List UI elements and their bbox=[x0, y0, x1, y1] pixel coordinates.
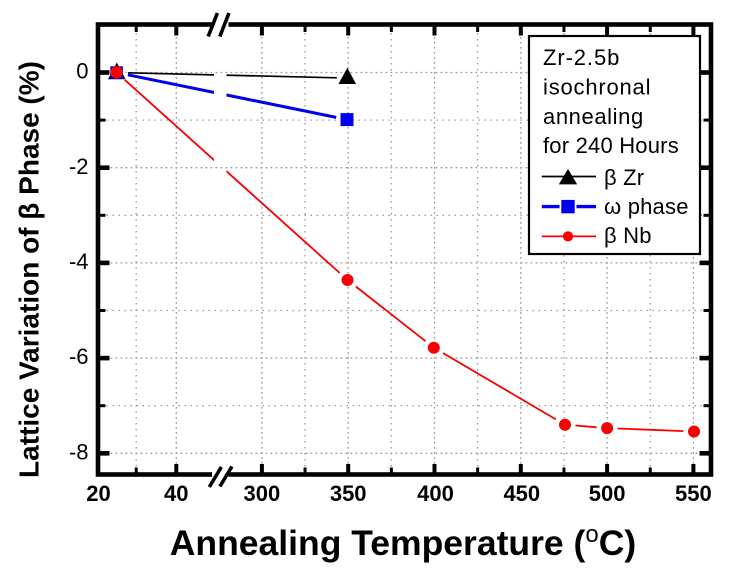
svg-text:300: 300 bbox=[244, 481, 281, 506]
svg-text:-4: -4 bbox=[69, 249, 89, 274]
svg-text:-2: -2 bbox=[69, 154, 89, 179]
svg-text:isochronal: isochronal bbox=[543, 74, 651, 99]
svg-text:ω phase: ω phase bbox=[604, 194, 689, 219]
svg-text:Lattice Variation of β Phase (: Lattice Variation of β Phase (%) bbox=[14, 61, 45, 478]
svg-text:500: 500 bbox=[589, 481, 626, 506]
svg-text:20: 20 bbox=[86, 481, 110, 506]
svg-text:450: 450 bbox=[503, 481, 540, 506]
svg-text:-6: -6 bbox=[69, 344, 89, 369]
svg-text:Zr-2.5b: Zr-2.5b bbox=[543, 45, 620, 70]
svg-text:Annealing Temperature (oC): Annealing Temperature (oC) bbox=[170, 521, 636, 563]
svg-text:40: 40 bbox=[164, 481, 188, 506]
svg-text:400: 400 bbox=[417, 481, 454, 506]
svg-text:β Nb: β Nb bbox=[604, 223, 652, 248]
svg-text:0: 0 bbox=[76, 59, 88, 84]
svg-text:550: 550 bbox=[675, 481, 712, 506]
svg-text:-8: -8 bbox=[69, 439, 89, 464]
svg-text:350: 350 bbox=[330, 481, 367, 506]
svg-text:β Zr: β Zr bbox=[604, 165, 644, 190]
svg-text:annealing: annealing bbox=[543, 104, 644, 129]
svg-text:for 240 Hours: for 240 Hours bbox=[543, 133, 679, 158]
